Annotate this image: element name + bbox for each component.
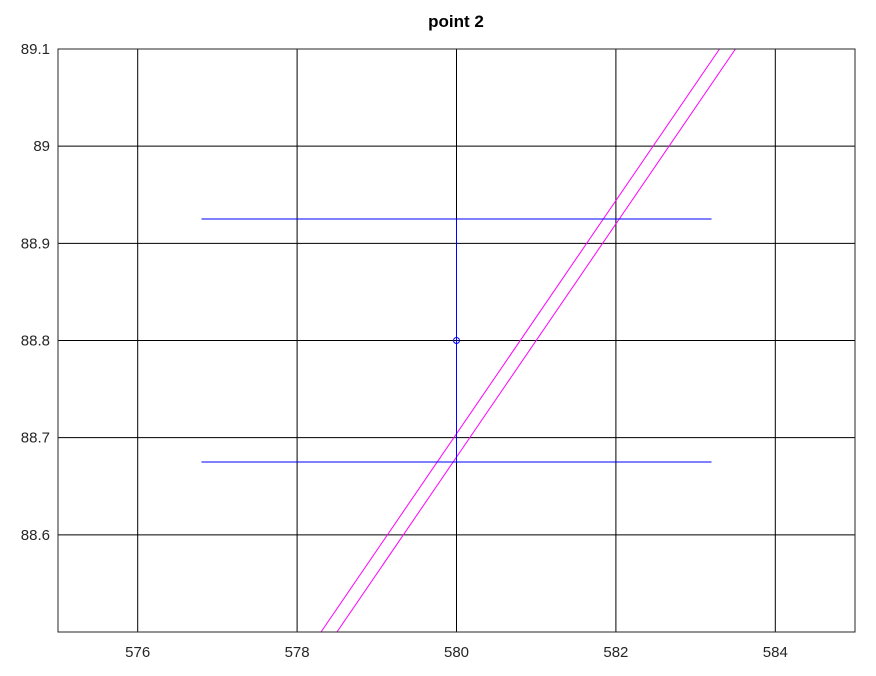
- series-line: [336, 49, 736, 632]
- y-tick-label: 88.7: [21, 430, 50, 447]
- x-tick-label: 580: [444, 644, 469, 661]
- axes-box: [57, 48, 856, 633]
- x-tick-label: 584: [763, 644, 788, 661]
- y-tick-label: 88.9: [21, 235, 50, 252]
- plot-area: [201, 49, 736, 632]
- x-tick-label: 576: [125, 644, 150, 661]
- chart-title: point 2: [428, 12, 484, 31]
- x-tick-label: 582: [603, 644, 628, 661]
- series-line: [320, 49, 720, 632]
- data-point: [453, 337, 460, 344]
- y-tick-label: 89: [33, 138, 50, 155]
- y-tick-label: 88.8: [21, 333, 50, 350]
- y-tick-label: 88.6: [21, 527, 50, 544]
- axes: 576 578 580 582 584 88.6 88.7 88.8 88.9 89 89.1: [21, 41, 856, 661]
- x-tick-label: 578: [285, 644, 310, 661]
- y-tick-label: 89.1: [21, 41, 50, 58]
